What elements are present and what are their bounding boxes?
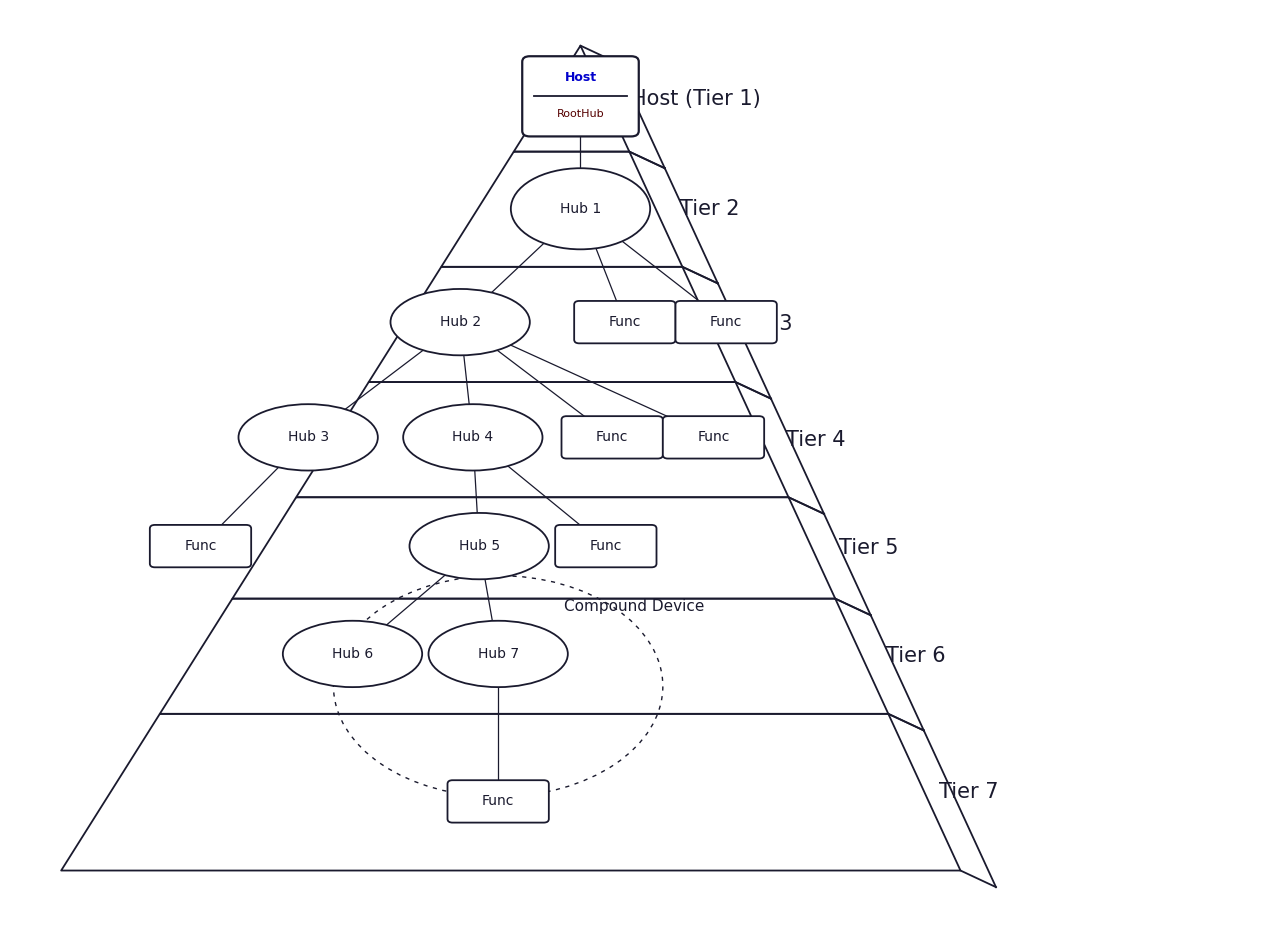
Text: RootHub: RootHub: [557, 109, 604, 119]
Text: Func: Func: [185, 539, 217, 553]
Text: Hub 2: Hub 2: [440, 315, 481, 329]
FancyBboxPatch shape: [676, 301, 776, 343]
FancyBboxPatch shape: [150, 525, 251, 567]
FancyBboxPatch shape: [574, 301, 676, 343]
Text: Func: Func: [608, 315, 641, 329]
Ellipse shape: [390, 289, 530, 355]
Text: Tier 6: Tier 6: [886, 646, 946, 666]
Text: Compound Device: Compound Device: [564, 599, 704, 614]
Text: Host (Tier 1): Host (Tier 1): [631, 88, 761, 109]
Text: Func: Func: [595, 431, 629, 445]
Text: Tier 2: Tier 2: [680, 199, 740, 219]
FancyBboxPatch shape: [448, 780, 548, 823]
Text: Tier 7: Tier 7: [938, 782, 998, 803]
FancyBboxPatch shape: [663, 416, 764, 458]
Text: Func: Func: [482, 794, 514, 808]
Text: Hub 4: Hub 4: [453, 431, 493, 445]
Text: Hub 6: Hub 6: [332, 647, 374, 661]
Text: Tier 4: Tier 4: [787, 430, 845, 449]
Text: Hub 1: Hub 1: [560, 202, 601, 216]
Text: Hub 5: Hub 5: [459, 539, 500, 553]
Ellipse shape: [428, 620, 567, 687]
Text: Func: Func: [589, 539, 622, 553]
FancyBboxPatch shape: [523, 56, 639, 137]
FancyBboxPatch shape: [555, 525, 657, 567]
Ellipse shape: [409, 513, 548, 579]
FancyBboxPatch shape: [561, 416, 663, 458]
Ellipse shape: [238, 405, 377, 471]
Text: Func: Func: [697, 431, 729, 445]
Text: Host: Host: [565, 72, 597, 85]
Text: Func: Func: [710, 315, 742, 329]
Ellipse shape: [283, 620, 422, 687]
Text: Tier 3: Tier 3: [733, 314, 793, 335]
Text: Hub 3: Hub 3: [288, 431, 329, 445]
Ellipse shape: [511, 168, 650, 249]
Ellipse shape: [403, 405, 542, 471]
Text: Hub 7: Hub 7: [478, 647, 519, 661]
Text: Tier 5: Tier 5: [839, 538, 899, 558]
